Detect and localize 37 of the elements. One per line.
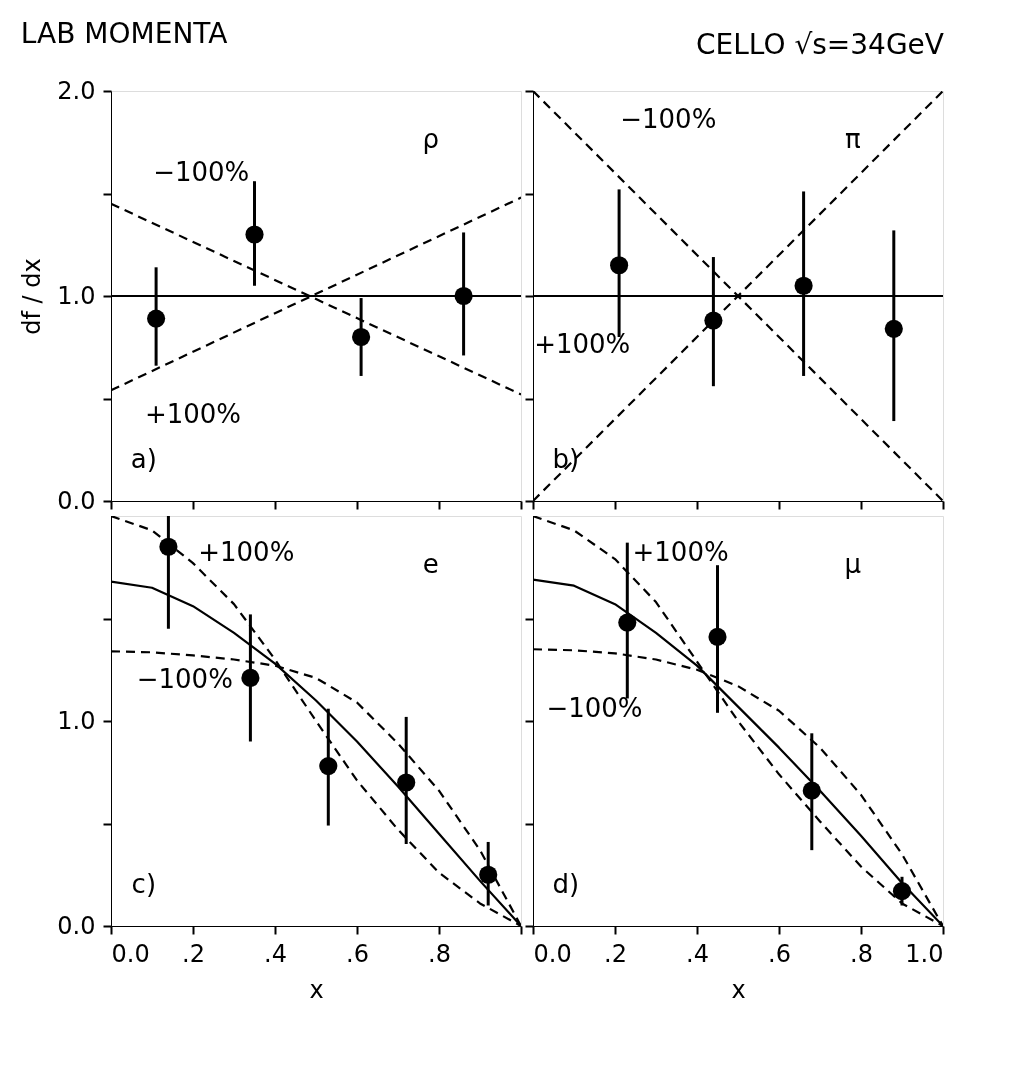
chart-title: LAB MOMENTA [20, 17, 228, 50]
x-tick-label: 0.0 [111, 939, 150, 968]
series-label: +100% [144, 398, 242, 429]
x-tick-label: .2 [182, 939, 205, 968]
annotation: ρ [422, 124, 440, 155]
annotation: d) [552, 869, 580, 899]
y-tick-label: 0.0 [57, 486, 96, 515]
annotation: c) [131, 869, 157, 899]
annotation: e [422, 549, 439, 580]
series-label: +100% [534, 329, 631, 360]
series-label: −100% [546, 692, 643, 723]
x-tick-label: .4 [264, 939, 287, 968]
x-tick-label: .8 [850, 939, 873, 968]
annotation: b) [552, 444, 580, 474]
y-axis-title: df / dx [18, 258, 47, 335]
x-tick-label: .2 [604, 939, 627, 968]
annotation: a) [130, 444, 157, 474]
x-tick-label: .6 [346, 939, 369, 968]
series-label: −100% [153, 157, 250, 187]
y-tick-label: 1.0 [57, 706, 96, 735]
y-tick-label: 2.0 [57, 76, 96, 105]
annotation: μ [844, 549, 862, 580]
x-tick-label: .4 [686, 939, 709, 968]
series-label: −100% [136, 664, 233, 694]
series-label: +100% [198, 536, 295, 567]
chart-title: CELLO √s=34GeV [696, 28, 944, 61]
x-axis-title: x [309, 975, 324, 1004]
annotation: π [844, 124, 861, 155]
x-tick-label: 0.0 [533, 939, 572, 968]
series-label: −100% [620, 103, 717, 134]
y-tick-label: 1.0 [57, 281, 96, 310]
series-label: +100% [632, 536, 729, 567]
x-axis-title: x [731, 975, 746, 1004]
x-tick-label: 1.0 [905, 939, 944, 968]
x-tick-label: .6 [768, 939, 791, 968]
y-tick-label: 0.0 [57, 911, 96, 940]
x-tick-label: .8 [428, 939, 451, 968]
